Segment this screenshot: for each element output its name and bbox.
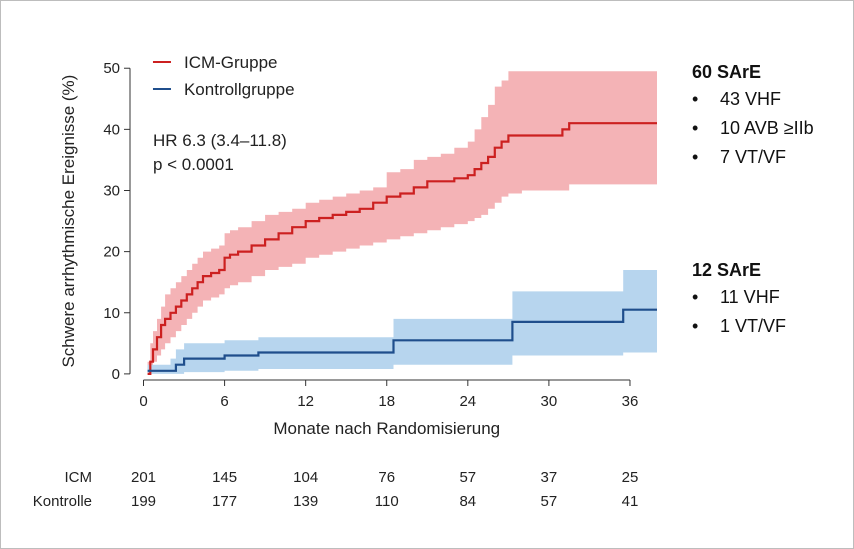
side-panel-icm-item: • 43 VHF: [692, 85, 814, 114]
y-tick-label: 40: [103, 121, 120, 138]
x-tick-label: 36: [622, 393, 639, 410]
risk-table-cell: 37: [541, 469, 558, 486]
bullet-icon: •: [692, 118, 699, 138]
x-tick-label: 12: [297, 393, 314, 410]
x-tick-label: 18: [378, 393, 395, 410]
side-panel-icm: 60 SArE • 43 VHF • 10 AVB ≥IIb • 7 VT/VF: [692, 62, 814, 172]
side-panel-control: 12 SArE • 11 VHF • 1 VT/VF: [692, 260, 786, 341]
x-tick-label: 6: [220, 393, 228, 410]
series-line-control: [147, 308, 657, 372]
risk-table-row-label: ICM: [65, 469, 93, 486]
stats-annotation: p < 0.0001: [153, 155, 234, 174]
side-panel-icm-item: • 10 AVB ≥IIb: [692, 114, 814, 143]
risk-table-cell: 76: [378, 469, 395, 486]
legend-label: Kontrollgruppe: [184, 80, 295, 99]
y-tick-label: 20: [103, 244, 120, 261]
bullet-icon: •: [692, 89, 699, 109]
bullet-icon: •: [692, 316, 699, 336]
risk-table-cell: 177: [212, 493, 237, 510]
risk-table-cell: 25: [622, 469, 639, 486]
confidence-band-control: [147, 270, 657, 374]
x-tick-label: 30: [541, 393, 558, 410]
risk-table-cell: 199: [131, 493, 156, 510]
risk-table-cell: 41: [622, 493, 639, 510]
side-panel-icm-item: • 7 VT/VF: [692, 143, 814, 172]
x-axis-label: Monate nach Randomisierung: [273, 419, 500, 438]
side-panel-control-item: • 11 VHF: [692, 283, 786, 312]
confidence-band-icm: [147, 71, 657, 374]
bullet-icon: •: [692, 147, 699, 167]
risk-table-cell: 57: [541, 493, 558, 510]
y-tick-label: 30: [103, 182, 120, 199]
side-panel-control-item-label: 1 VT/VF: [720, 316, 787, 336]
risk-table-cell: 57: [459, 469, 476, 486]
side-panel-icm-item-label: 43 VHF: [720, 89, 782, 109]
risk-table-cell: 145: [212, 469, 237, 486]
risk-table-cell: 201: [131, 469, 156, 486]
side-panel-icm-item-label: 7 VT/VF: [720, 147, 787, 167]
y-tick-label: 0: [112, 366, 120, 383]
y-tick-label: 10: [103, 305, 120, 322]
side-panel-control-head: 12 SArE: [692, 260, 762, 280]
y-axis-label: Schwere arrhythmische Ereignisse (%): [59, 75, 78, 368]
side-panel-control-item: • 1 VT/VF: [692, 312, 786, 341]
side-panel-control-item-label: 11 VHF: [720, 287, 780, 307]
risk-table-cell: 110: [375, 493, 399, 510]
y-tick-label: 50: [103, 60, 120, 77]
risk-table-cell: 104: [293, 469, 318, 486]
series-line-icm: [147, 122, 657, 375]
x-tick-label: 0: [139, 393, 147, 410]
legend-label: ICM-Gruppe: [184, 53, 278, 72]
risk-table-cell: 139: [293, 493, 318, 510]
x-tick-label: 24: [459, 393, 476, 410]
risk-table-cell: 84: [459, 493, 476, 510]
bullet-icon: •: [692, 287, 699, 307]
stats-annotation: HR 6.3 (3.4–11.8): [153, 131, 287, 150]
side-panel-icm-head: 60 SArE: [692, 62, 762, 82]
risk-table-row-label: Kontrolle: [33, 493, 92, 510]
side-panel-icm-item-label: 10 AVB ≥IIb: [720, 118, 814, 138]
